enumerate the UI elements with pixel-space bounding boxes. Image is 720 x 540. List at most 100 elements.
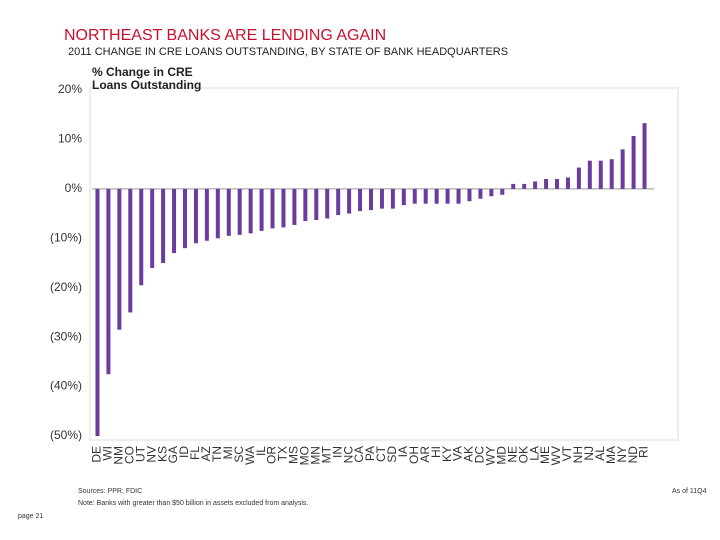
x-tick-label: AL <box>593 446 607 461</box>
bar <box>183 188 187 249</box>
x-tick-label: KY <box>440 446 454 462</box>
bar <box>259 188 264 231</box>
bar <box>511 183 516 189</box>
bar <box>336 188 341 216</box>
bar <box>314 188 319 220</box>
x-tick-label: ND <box>626 446 640 464</box>
x-tick-label: NE <box>505 446 519 463</box>
note: Note: Banks with greater than $50 billio… <box>78 500 308 507</box>
x-tick-label: DE <box>90 446 104 463</box>
x-tick-label: AZ <box>199 446 213 461</box>
x-tick-label: FL <box>188 446 202 460</box>
x-tick-label: AR <box>418 446 432 463</box>
x-tick-label: KS <box>155 446 169 462</box>
bar <box>204 188 209 241</box>
x-tick-label: MD <box>494 446 508 465</box>
bar <box>522 183 527 189</box>
y-tick-label: 0% <box>65 181 83 195</box>
x-tick-label: OK <box>516 446 530 463</box>
y-tick-label: (20%) <box>50 280 82 294</box>
bar <box>248 188 253 234</box>
x-tick-label: WY <box>484 446 498 465</box>
chart-subtitle: 2011 CHANGE IN CRE LOANS OUTSTANDING, BY… <box>68 46 508 58</box>
y-tick-label: (40%) <box>50 379 82 393</box>
x-tick-label: VA <box>451 446 465 461</box>
bar <box>237 188 242 235</box>
y-tick-label: 10% <box>58 132 82 146</box>
bar <box>281 188 286 228</box>
x-tick-label: NV <box>144 446 158 463</box>
x-tick-label: NC <box>341 446 355 464</box>
bar <box>587 160 592 189</box>
x-tick-label: RI <box>637 446 651 458</box>
bar <box>128 188 133 313</box>
bar <box>106 188 111 375</box>
x-tick-label: MI <box>221 446 235 459</box>
y-tick-label: (10%) <box>50 230 82 244</box>
x-tick-label: IN <box>330 446 344 458</box>
bar <box>631 135 636 189</box>
bar <box>139 188 144 286</box>
chart-title: NORTHEAST BANKS ARE LENDING AGAIN <box>64 27 386 44</box>
bar <box>489 188 494 197</box>
x-tick-label: CT <box>374 445 388 462</box>
x-tick-label: WV <box>549 446 563 465</box>
bar <box>172 188 177 254</box>
bar <box>456 188 461 204</box>
x-tick-label: NJ <box>582 446 596 461</box>
x-tick-label: MN <box>308 446 322 465</box>
x-tick-label: IA <box>396 446 410 457</box>
x-tick-label: MT <box>319 445 333 463</box>
y-tick-label: (50%) <box>50 428 82 442</box>
bar <box>347 188 352 214</box>
bar <box>434 188 439 204</box>
bar <box>390 188 395 209</box>
as-of: As of 11Q4 <box>672 488 707 495</box>
bar <box>609 159 614 189</box>
x-tick-label: PA <box>363 446 377 461</box>
bar <box>358 188 363 212</box>
bar <box>117 188 122 330</box>
page-number: page 21 <box>18 513 43 520</box>
y-tick-label: (30%) <box>50 329 82 343</box>
bar <box>401 188 406 206</box>
bar <box>500 188 505 195</box>
x-tick-label: SC <box>232 446 246 463</box>
bar <box>161 188 166 263</box>
x-tick-label: VT <box>560 445 574 461</box>
bar <box>642 123 647 189</box>
bar <box>226 188 231 236</box>
x-tick-label: DC <box>473 446 487 464</box>
bar <box>292 188 297 225</box>
x-tick-label: AK <box>462 446 476 462</box>
bar <box>533 181 538 189</box>
x-tick-label: OH <box>407 446 421 464</box>
x-tick-label: WA <box>243 446 257 465</box>
x-tick-label: GA <box>166 446 180 463</box>
plot-frame <box>89 87 679 441</box>
bar <box>598 160 603 189</box>
bar <box>445 188 450 204</box>
bar <box>193 188 198 244</box>
bar <box>576 167 581 189</box>
x-tick-label: TN <box>210 446 224 462</box>
x-tick-label: NM <box>112 446 126 465</box>
bar <box>423 188 428 204</box>
x-tick-label: IL <box>254 446 268 456</box>
x-tick-label: WI <box>101 446 115 461</box>
x-tick-label: HI <box>429 446 443 458</box>
bar <box>369 188 373 211</box>
bar <box>565 177 570 189</box>
y-axis-label: % Change in CRE Loans Outstanding <box>92 65 202 92</box>
bar <box>325 188 330 219</box>
x-tick-label: NH <box>571 446 585 463</box>
bar <box>620 149 625 189</box>
bar <box>303 188 308 221</box>
x-tick-label: SD <box>385 446 399 463</box>
bar <box>478 188 483 199</box>
sources: Sources: PPR; FDIC <box>78 488 142 495</box>
x-tick-label: NY <box>615 446 629 463</box>
bar <box>150 188 155 268</box>
